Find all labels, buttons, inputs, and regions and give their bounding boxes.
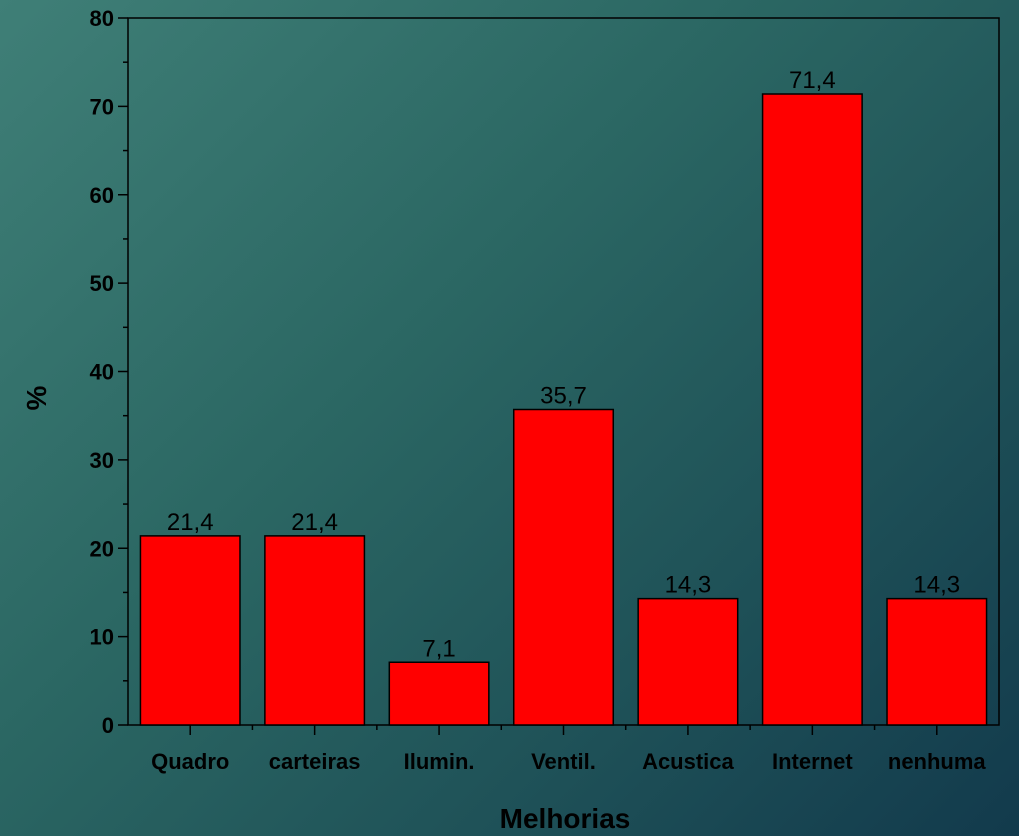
data-label: 14,3 xyxy=(665,572,712,599)
data-label: 21,4 xyxy=(167,509,214,536)
bar-ilumin xyxy=(388,661,490,726)
y-axis: 0 10 20 30 40 50 60 70 80 xyxy=(90,6,128,738)
value-labels: 21,4 21,4 7,1 35,7 14,3 71,4 14,3 xyxy=(167,67,960,662)
y-tick-label: 0 xyxy=(102,713,114,738)
y-tick-label: 40 xyxy=(90,360,114,385)
y-tick-label: 70 xyxy=(90,94,114,119)
bar-acustica xyxy=(637,597,739,726)
bars xyxy=(139,93,988,726)
bar-internet xyxy=(761,93,863,726)
bar-ventil xyxy=(512,408,615,726)
x-tick-label: carteiras xyxy=(269,749,361,774)
y-tick-label: 60 xyxy=(90,183,114,208)
x-tick-label: nenhuma xyxy=(888,749,987,774)
bar-carteiras xyxy=(264,535,366,726)
y-axis-title: % xyxy=(21,385,52,410)
x-tick-label: Ventil. xyxy=(531,749,596,774)
bar-nenhuma xyxy=(886,597,988,726)
x-tick-label: Acustica xyxy=(642,749,734,774)
data-label: 7,1 xyxy=(422,635,455,662)
data-label: 21,4 xyxy=(291,509,338,536)
x-axis-title: Melhorias xyxy=(500,803,631,834)
x-tick-label: Quadro xyxy=(151,749,229,774)
y-tick-label: 80 xyxy=(90,6,114,31)
data-label: 14,3 xyxy=(913,572,960,599)
data-label: 71,4 xyxy=(789,67,836,94)
y-tick-label: 30 xyxy=(90,448,114,473)
y-tick-label: 20 xyxy=(90,536,114,561)
data-label: 35,7 xyxy=(540,383,587,410)
bar-quadro xyxy=(139,535,241,726)
x-tick-label: Internet xyxy=(772,749,853,774)
x-tick-label: Ilumin. xyxy=(404,749,475,774)
x-axis: Quadro carteiras Ilumin. Ventil. Acustica Int… xyxy=(151,725,986,774)
y-tick-label: 50 xyxy=(90,271,114,296)
y-tick-label: 10 xyxy=(90,625,114,650)
